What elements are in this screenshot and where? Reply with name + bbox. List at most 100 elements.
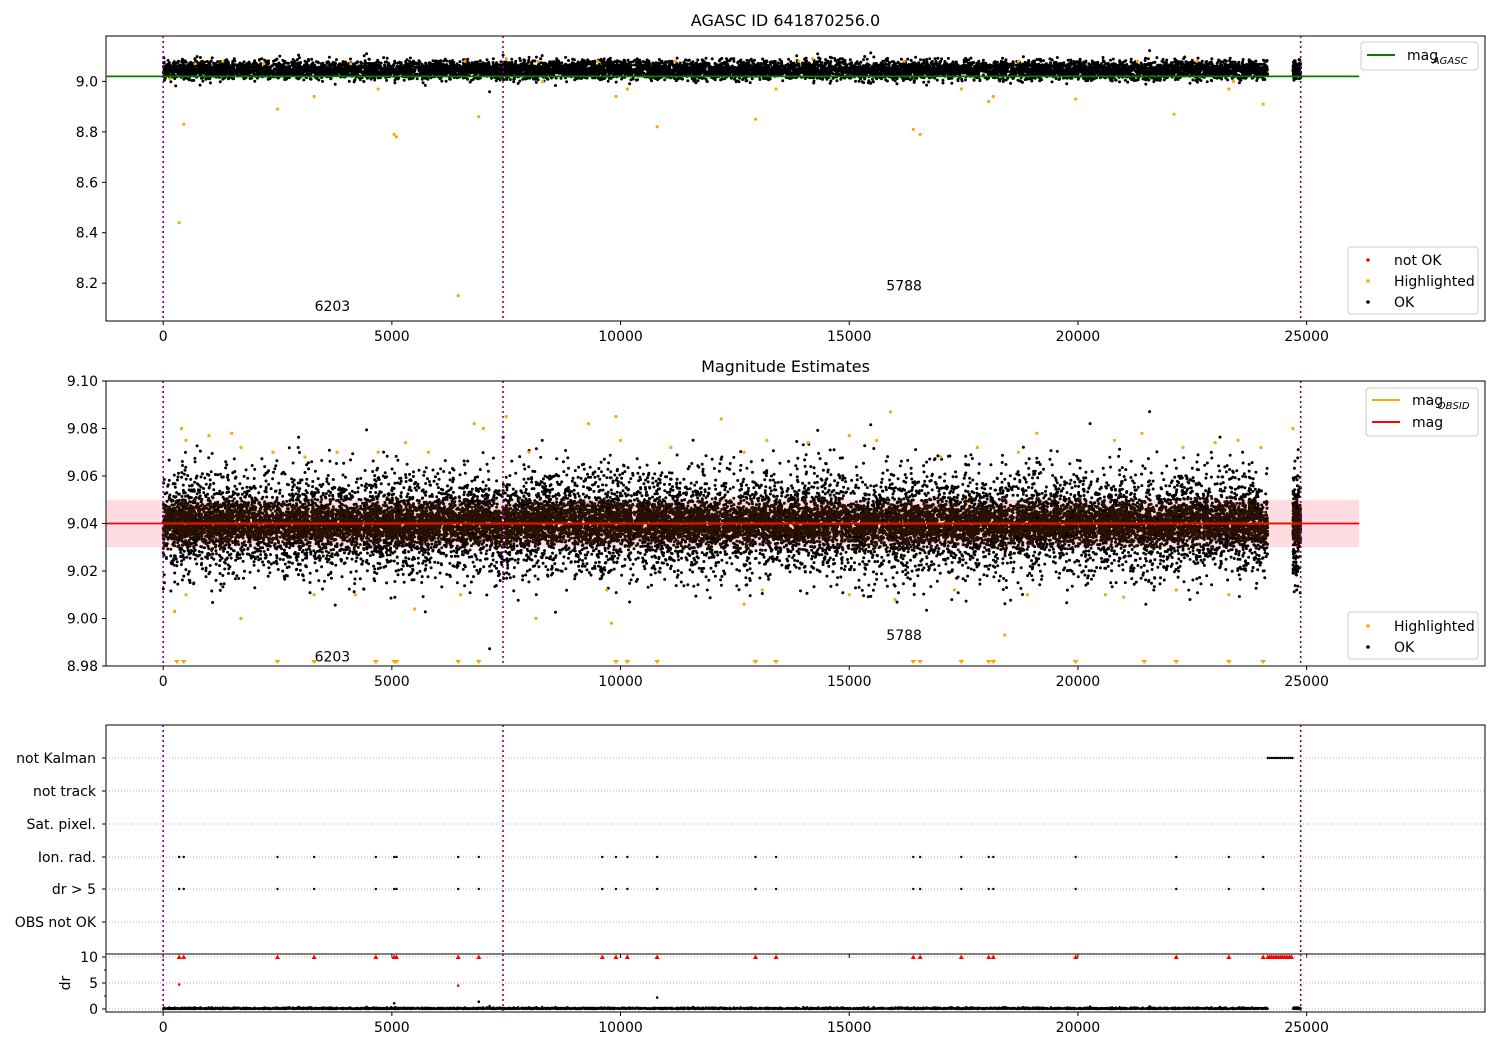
highlighted-point — [888, 410, 893, 414]
flag-point — [1227, 855, 1231, 859]
flag-point — [276, 855, 279, 859]
highlighted-point — [1016, 450, 1021, 454]
below-limit-marker — [985, 660, 992, 664]
legend-not-ok-swatch — [1366, 258, 1370, 262]
highlighted-point — [376, 87, 380, 91]
highlighted-point — [673, 59, 678, 63]
flag-point — [754, 855, 757, 859]
flag-point — [1268, 756, 1272, 760]
flag-point — [177, 887, 181, 891]
highlighted-point — [847, 593, 851, 597]
below-limit-marker — [958, 660, 965, 664]
legend-not-ok-label: not OK — [1394, 253, 1442, 269]
flag-point — [918, 887, 922, 891]
legend-ok-label: OK — [1394, 640, 1415, 656]
flag-point — [601, 855, 604, 859]
flag-row-label: Sat. pixel. — [27, 817, 96, 833]
highlighted-point — [1181, 445, 1185, 450]
ok-points-dense — [161, 479, 1303, 573]
flag-point — [1291, 756, 1294, 760]
ok-points — [161, 49, 1303, 94]
flag-point — [1278, 756, 1282, 760]
highlighted-point — [458, 593, 463, 597]
below-limit-marker — [773, 660, 780, 664]
highlighted-point — [760, 588, 764, 592]
flag-point — [395, 855, 398, 859]
below-limit-marker — [455, 660, 462, 664]
highlighted-point — [303, 455, 307, 459]
dr-tick-label: 5 — [89, 976, 98, 992]
highlighted-point — [614, 94, 618, 99]
highlighted-point — [618, 438, 623, 442]
below-limit-marker — [274, 660, 281, 664]
flag-point — [477, 887, 480, 891]
highlighted-point — [262, 62, 266, 66]
highlighted-point — [939, 455, 943, 459]
highlighted-point — [1291, 426, 1295, 431]
highlighted-point — [1074, 97, 1078, 101]
flag-point — [774, 855, 778, 859]
y-tick-label: 8.98 — [67, 659, 98, 675]
highlighted-point — [1195, 59, 1199, 63]
panel-magnitude-estimates: Magnitude Estimates 8.98 9.00 9.02 9.04 9.06 9… — [67, 357, 1486, 690]
legend-ok-swatch — [1366, 645, 1370, 649]
highlighted-point — [534, 616, 538, 621]
highlighted-point — [504, 57, 508, 61]
highlighted-point — [609, 621, 614, 625]
highlighted-point — [239, 445, 243, 450]
highlighted-point — [902, 59, 906, 63]
dr-capped-marker — [311, 954, 317, 959]
y-tick-label: 9.02 — [67, 564, 98, 580]
x-tick-label: 15000 — [827, 329, 872, 345]
flag-point — [1289, 756, 1292, 760]
y-tick-label: 8.6 — [76, 175, 98, 191]
highlighted-point — [536, 59, 540, 63]
highlighted-point — [806, 441, 810, 445]
highlighted-point — [221, 59, 225, 63]
dr-capped-marker — [654, 954, 660, 959]
flag-point — [774, 887, 778, 891]
highlighted-point — [742, 450, 746, 454]
flag-point — [477, 855, 480, 859]
highlighted-point — [179, 426, 184, 431]
dr-capped-marker — [1073, 954, 1079, 959]
panel-flags: not Kalman not track Sat. pixel. Ion. rad. d… — [15, 724, 1486, 958]
flag-point — [1074, 887, 1077, 891]
flag-point — [912, 855, 915, 859]
highlighted-point — [847, 434, 851, 438]
obsid-label: 6203 — [315, 299, 351, 315]
dr-capped-marker — [599, 954, 605, 959]
below-limit-marker — [1260, 660, 1267, 664]
dr-tick-label: 10 — [80, 950, 98, 966]
dr-capped-marker — [176, 954, 182, 959]
highlighted-point — [952, 588, 957, 592]
below-limit-marker — [372, 660, 379, 664]
flag-point — [1175, 855, 1178, 859]
dr-capped-marker — [958, 954, 964, 959]
highlighted-point — [893, 597, 897, 602]
dr-capped-marker — [1173, 954, 1179, 959]
flag-point — [614, 855, 618, 859]
highlighted-point — [1112, 438, 1117, 442]
chart-title: AGASC ID 641870256.0 — [691, 11, 880, 30]
x-tick-label: 0 — [159, 674, 168, 690]
highlighted-point — [335, 450, 339, 454]
dr-baseline-points — [162, 1004, 1302, 1011]
highlighted-point — [353, 593, 357, 597]
legend-mag-obsid-label: mag — [1412, 393, 1443, 409]
highlighted-point — [765, 438, 769, 442]
below-limit-marker — [612, 660, 619, 664]
obsid-label: 5788 — [886, 628, 922, 644]
highlighted-point — [975, 445, 979, 450]
highlighted-point — [403, 441, 408, 445]
legend-ok-label: OK — [1394, 295, 1415, 311]
legend-ok-swatch — [1366, 300, 1370, 304]
highlighted-point — [481, 426, 485, 431]
flag-point — [456, 887, 460, 891]
below-limit-marker — [752, 660, 759, 664]
obsid-label: 5788 — [886, 279, 922, 295]
flag-point — [182, 887, 185, 891]
highlighted-point — [596, 59, 600, 63]
highlighted-point — [463, 59, 467, 63]
highlighted-point — [719, 417, 723, 421]
